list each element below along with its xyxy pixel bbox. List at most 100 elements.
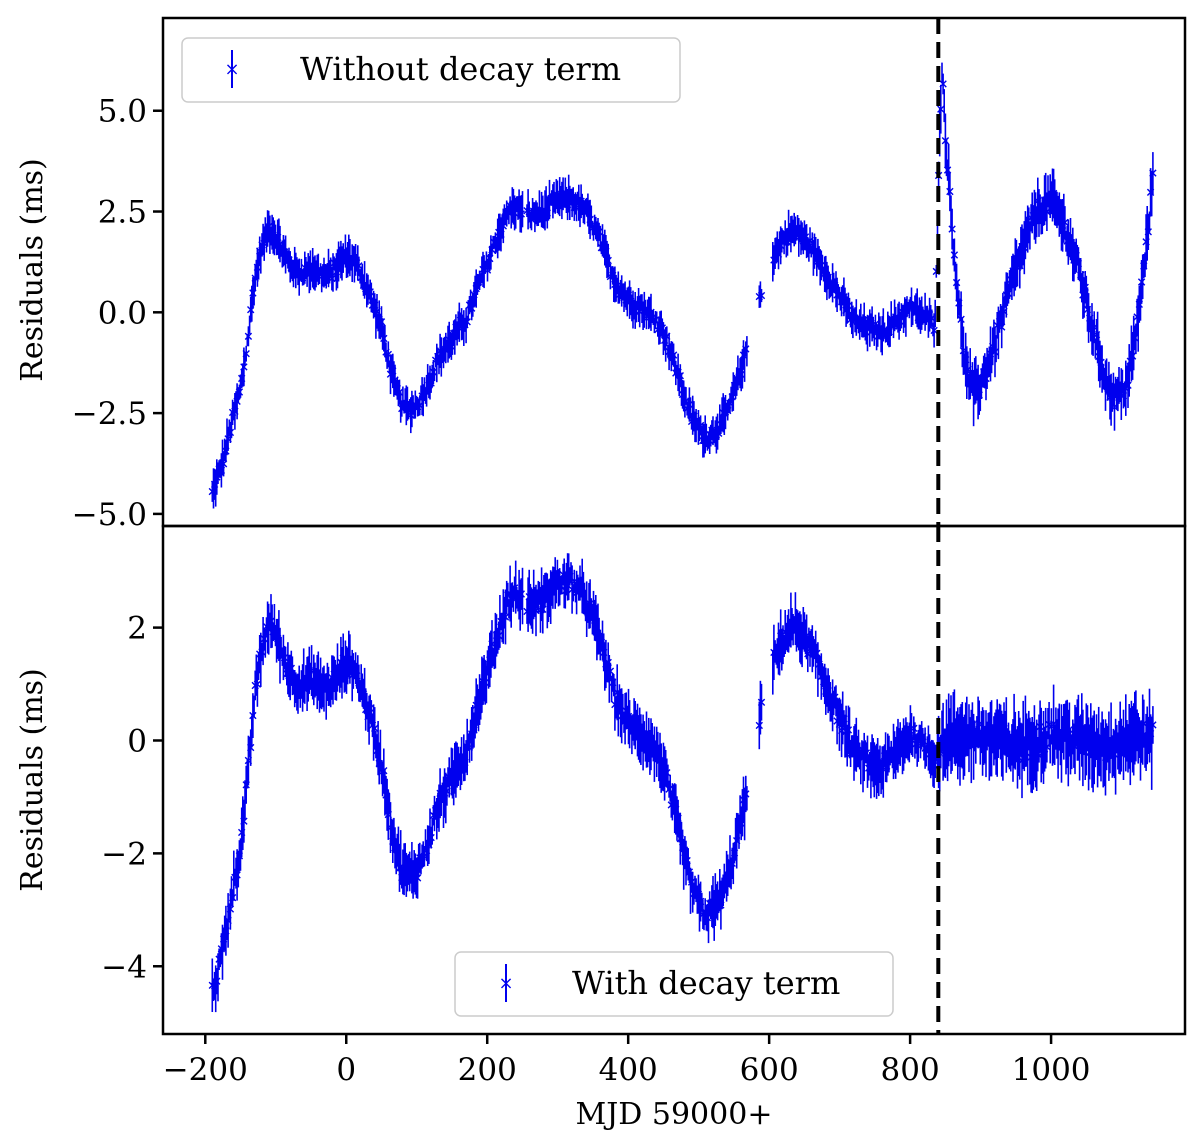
bottom-data-point xyxy=(1149,721,1157,729)
top-data-point xyxy=(595,228,603,236)
bottom-data-point xyxy=(495,632,503,640)
top-data-point xyxy=(862,328,871,336)
bottom-data-point xyxy=(910,724,918,732)
top-data-point xyxy=(1149,169,1157,177)
top-ylabel: Residuals (ms) xyxy=(15,158,50,382)
bottom-data-point xyxy=(1065,725,1074,734)
bottom-xtick-label: 0 xyxy=(336,1052,356,1088)
bottom-panel: −4 −2 0 2 −200 0 200 400 600 800 1000 × With deca… xyxy=(15,524,1187,1132)
bottom-xtick-label: 200 xyxy=(458,1052,517,1088)
top-data-point xyxy=(395,388,404,396)
top-data-point xyxy=(937,105,945,113)
bottom-data-point xyxy=(755,721,763,730)
top-data-point xyxy=(1131,334,1139,342)
bottom-legend-marker: × xyxy=(498,973,513,994)
top-ytick-label: −5.0 xyxy=(72,497,147,533)
top-data-point xyxy=(685,400,694,409)
bottom-data-point xyxy=(1036,723,1044,731)
bottom-ytick-label: −4 xyxy=(101,949,147,985)
top-data-point xyxy=(604,256,612,265)
top-ytick-label: −2.5 xyxy=(72,396,147,432)
top-legend-marker: × xyxy=(224,59,239,80)
bottom-legend-box xyxy=(454,951,894,1017)
top-legend-box xyxy=(181,37,681,103)
bottom-data-point xyxy=(253,680,262,688)
top-data-point xyxy=(244,332,253,340)
bottom-legend-label: With decay term xyxy=(572,964,840,1002)
bottom-data-point xyxy=(228,894,237,902)
top-data-point xyxy=(952,278,961,287)
bottom-data-point xyxy=(844,726,853,734)
top-data-point xyxy=(1004,289,1013,298)
bottom-data-point xyxy=(233,871,241,879)
bottom-xtick-label: −200 xyxy=(163,1052,248,1088)
top-data-point xyxy=(1144,228,1152,236)
bottom-data-points xyxy=(208,553,1157,1013)
top-data-point xyxy=(377,318,386,326)
bottom-data-point xyxy=(380,767,388,775)
bottom-data-point xyxy=(247,743,255,752)
bottom-data-point xyxy=(226,905,235,913)
top-data-point xyxy=(242,350,250,358)
bottom-data-point xyxy=(366,704,374,712)
top-panel: −5.0 −2.5 0.0 2.5 5.0 × Without decay term R… xyxy=(15,16,1187,533)
bottom-legend: × With decay term xyxy=(454,951,894,1017)
bottom-xtick-label: 600 xyxy=(740,1052,799,1088)
top-data-point xyxy=(517,210,525,218)
bottom-y-ticks: −4 −2 0 2 xyxy=(101,611,163,985)
bottom-xtick-label: 1000 xyxy=(1012,1052,1091,1088)
bottom-xtick-label: 800 xyxy=(881,1052,940,1088)
bottom-data-point xyxy=(663,769,671,777)
top-data-point xyxy=(676,372,684,380)
top-y-ticks: −5.0 −2.5 0.0 2.5 5.0 xyxy=(72,94,163,533)
top-data-point xyxy=(366,288,374,296)
bottom-x-ticks: −200 0 200 400 600 800 1000 xyxy=(163,1034,1091,1088)
bottom-ylabel: Residuals (ms) xyxy=(15,668,50,892)
top-data-point xyxy=(950,251,959,259)
top-ytick-label: 2.5 xyxy=(98,195,147,231)
top-data-point xyxy=(757,291,766,300)
top-data-point xyxy=(328,274,336,283)
bottom-data-point xyxy=(413,874,422,882)
top-legend-label: Without decay term xyxy=(300,50,621,88)
top-data-point xyxy=(380,334,388,343)
bottom-data-point xyxy=(665,785,673,793)
top-data-point xyxy=(939,80,947,88)
bottom-data-point xyxy=(930,761,938,769)
top-data-point xyxy=(1097,358,1105,366)
top-data-point xyxy=(948,225,956,233)
top-data-point xyxy=(930,326,938,335)
bottom-data-point xyxy=(260,635,268,643)
bottom-data-point xyxy=(501,613,510,621)
top-data-point xyxy=(1128,352,1137,360)
top-data-point xyxy=(463,318,471,326)
top-data-point xyxy=(1137,278,1146,286)
top-data-point xyxy=(844,302,853,310)
top-data-point xyxy=(737,370,745,379)
bottom-data-point xyxy=(280,654,289,662)
bottom-data-point xyxy=(862,749,871,757)
top-data-point xyxy=(946,187,954,196)
bottom-data-point xyxy=(539,605,547,613)
bottom-data-point xyxy=(757,698,766,706)
top-data-point xyxy=(240,363,248,371)
top-data-point xyxy=(669,351,678,359)
top-data-point xyxy=(941,137,950,145)
bottom-data-point xyxy=(213,977,221,985)
bottom-data-point xyxy=(249,711,257,720)
bottom-data-point xyxy=(481,678,489,687)
bottom-data-point xyxy=(427,833,435,842)
top-data-point xyxy=(1124,381,1132,389)
bottom-ytick-label: −2 xyxy=(101,836,147,872)
bottom-xlabel: MJD 59000+ xyxy=(576,1097,773,1132)
top-ytick-label: 5.0 xyxy=(98,94,147,130)
top-ytick-label: 0.0 xyxy=(98,295,147,331)
bottom-data-point xyxy=(371,724,379,732)
top-data-point xyxy=(742,345,750,353)
top-data-point xyxy=(1061,218,1069,227)
bottom-data-point xyxy=(240,817,248,825)
bottom-ytick-label: 0 xyxy=(127,723,147,759)
